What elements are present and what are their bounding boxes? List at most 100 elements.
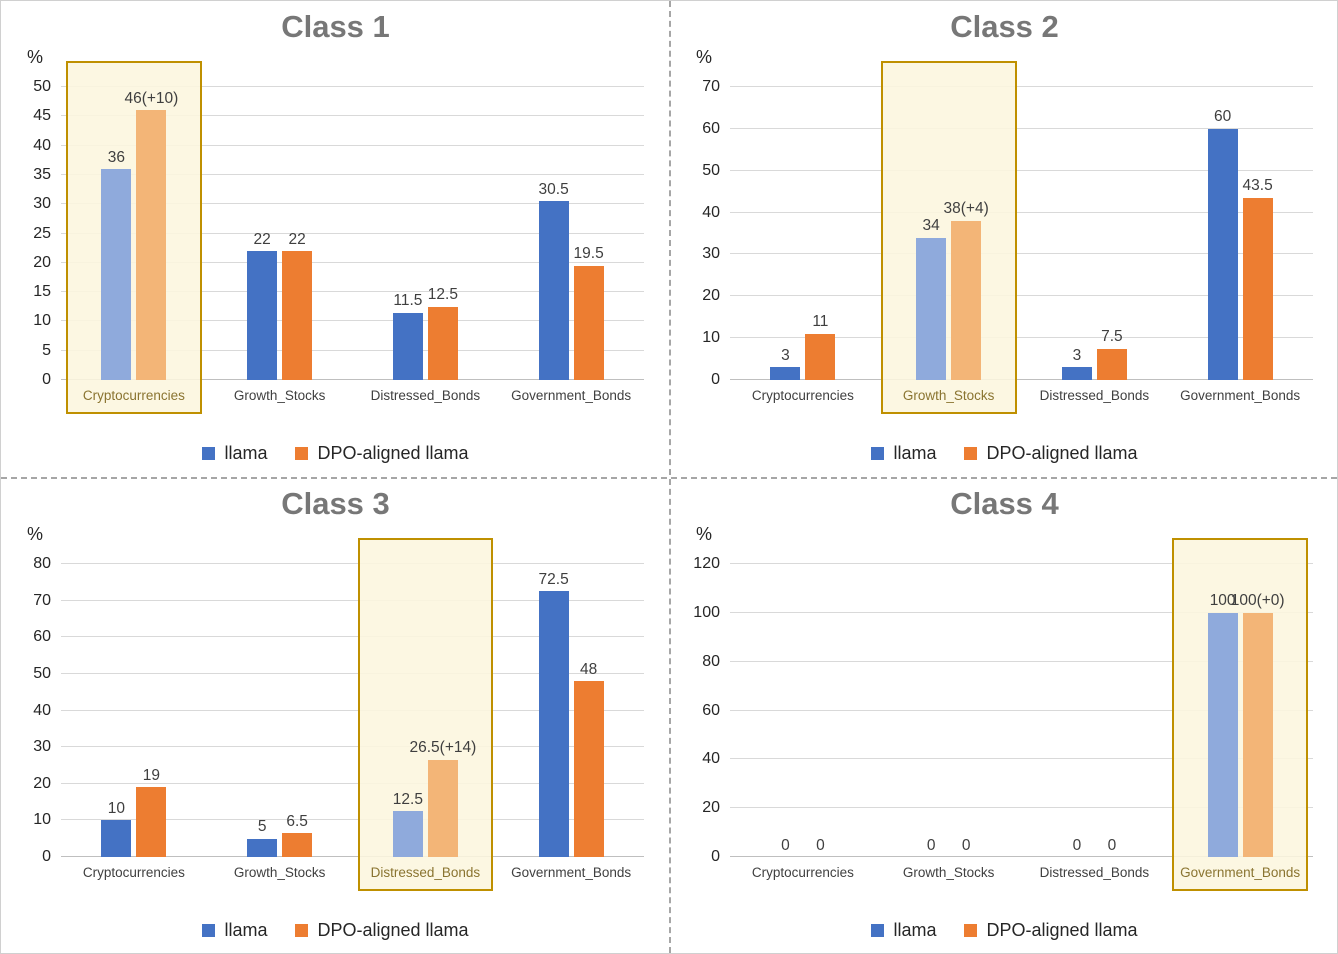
category-group: 100 100(+0) Government_Bonds — [1167, 538, 1313, 891]
category-label: Government_Bonds — [1180, 388, 1301, 403]
legend-label-dpo: DPO-aligned llama — [986, 443, 1138, 463]
y-axis-tick-label: 40 — [702, 750, 720, 768]
bar-llama — [1207, 128, 1238, 380]
bar-value-label: 22 — [288, 230, 306, 248]
bar-column: 22 — [282, 87, 313, 380]
bar-value-label: 0 — [961, 836, 971, 854]
category-group: 30.5 19.5 Government_Bonds — [498, 87, 644, 403]
bar-value-label: 72.5 — [538, 570, 569, 588]
bar-column: 3 — [1061, 87, 1092, 380]
bar-dpo-aligned-llama — [573, 681, 604, 857]
bar-dpo-aligned-llama — [136, 787, 167, 857]
category-group: 5 6.5 Growth_Stocks — [207, 564, 353, 880]
bar-column: 22 — [247, 87, 278, 380]
y-axis-tick-label: 60 — [33, 628, 51, 646]
bar-column: 43.5 — [1243, 87, 1273, 380]
legend-swatch-dpo — [964, 447, 978, 460]
gridline — [61, 819, 644, 821]
category-label: Government_Bonds — [1180, 865, 1301, 880]
gridline — [61, 232, 644, 234]
bar-column: 10 — [101, 564, 132, 857]
category-group: 0 0 Distressed_Bonds — [1022, 564, 1168, 880]
y-axis-tick-label: 30 — [702, 245, 720, 263]
y-axis-tick-label: 70 — [702, 78, 720, 95]
chart-title: Class 1 — [281, 9, 390, 44]
gridline — [61, 782, 644, 784]
y-axis-tick-label: 30 — [33, 195, 51, 213]
legend-swatch-llama — [202, 447, 216, 460]
gridline — [61, 563, 644, 564]
bar-column: 12.5 — [393, 564, 423, 857]
bar-value-label: 6.5 — [286, 812, 308, 830]
category-label: Government_Bonds — [511, 865, 632, 880]
gridline — [730, 295, 1313, 297]
legend-item-dpo: DPO-aligned llama — [964, 920, 1138, 941]
bar-llama — [247, 838, 278, 857]
bar-value-label: 3 — [1072, 346, 1082, 364]
bar-value-label: 19 — [142, 766, 160, 784]
highlight-box — [880, 61, 1017, 414]
highlight-box — [357, 538, 494, 891]
y-axis-tick-label: 50 — [33, 664, 51, 682]
y-axis-tick-label: 20 — [702, 287, 720, 305]
y-axis-tick-label: 120 — [693, 555, 720, 572]
bar-llama — [392, 811, 423, 857]
y-axis-tick-label: 0 — [42, 848, 51, 865]
y-axis-tick-label: 25 — [33, 224, 51, 242]
legend-item-llama: llama — [871, 920, 936, 941]
y-axis-tick-label: 0 — [42, 371, 51, 388]
gridline — [61, 856, 644, 857]
legend-swatch-dpo — [295, 924, 309, 937]
chart-class-3: Class 3 % 0 10 20 30 40 50 60 70 80 10 19 Cryptocur… — [1, 478, 670, 953]
bar-column: 38(+4) — [944, 87, 989, 380]
bar-column: 19.5 — [574, 87, 604, 380]
bar-column: 46(+10) — [124, 87, 178, 380]
bar-value-label: 7.5 — [1101, 328, 1123, 346]
bar-llama — [101, 169, 132, 380]
highlight-box — [1172, 538, 1308, 891]
legend: llama DPO-aligned llama — [1, 443, 670, 464]
category-label: Growth_Stocks — [233, 388, 326, 403]
gridline — [61, 203, 644, 205]
bar-dpo-aligned-llama — [282, 251, 313, 380]
y-axis-tick-label: 30 — [33, 738, 51, 756]
legend: llama DPO-aligned llama — [670, 443, 1337, 464]
legend: llama DPO-aligned llama — [1, 920, 670, 941]
y-axis-unit-label: % — [27, 47, 44, 67]
bar-dpo-aligned-llama — [427, 306, 458, 380]
legend-label-dpo: DPO-aligned llama — [317, 443, 469, 463]
bar-column: 0 — [916, 564, 946, 857]
chart-class-4: Class 4 % 0 20 40 60 80 100 120 0 0 Cryptocurrenc… — [670, 478, 1337, 953]
bar-column: 3 — [770, 87, 801, 380]
bar-dpo-aligned-llama — [282, 833, 313, 857]
category-label: Cryptocurrencies — [751, 865, 854, 880]
gridline — [61, 144, 644, 146]
bar-groups: 36 46(+10) Cryptocurrencies 22 22 Growth_Stoc… — [61, 61, 644, 414]
bar-value-label: 12.5 — [427, 286, 458, 304]
chart-title: Class 4 — [950, 486, 1059, 521]
bar-dpo-aligned-llama — [136, 110, 167, 380]
gridline — [730, 807, 1313, 809]
y-axis-tick-label: 80 — [702, 652, 720, 670]
chart-title: Class 2 — [950, 9, 1059, 44]
bar-dpo-aligned-llama — [573, 265, 604, 380]
bar-column: 11.5 — [392, 87, 423, 380]
bar-column: 0 — [770, 564, 800, 857]
category-label: Government_Bonds — [511, 388, 632, 403]
bar-column: 19 — [136, 564, 167, 857]
bar-value-label: 100(+0) — [1230, 592, 1285, 610]
chart-title: Class 3 — [281, 486, 390, 521]
bar-value-label: 100 — [1209, 592, 1236, 610]
legend-swatch-llama — [202, 924, 216, 937]
category-group: 34 38(+4) Growth_Stocks — [876, 61, 1022, 414]
category-group: 22 22 Growth_Stocks — [207, 87, 353, 403]
bar-column: 100 — [1207, 564, 1238, 857]
gridline — [730, 563, 1313, 564]
y-axis-tick-label: 0 — [711, 371, 720, 388]
category-group: 3 7.5 Distressed_Bonds — [1022, 87, 1168, 403]
bar-value-label: 12.5 — [392, 790, 423, 808]
bar-groups: 3 11 Cryptocurrencies 34 38(+4) Growth_Stocks… — [730, 61, 1313, 414]
category-group: 3 11 Cryptocurrencies — [730, 87, 876, 403]
y-axis-tick-label: 20 — [702, 799, 720, 817]
bar-column: 0 — [1097, 564, 1127, 857]
